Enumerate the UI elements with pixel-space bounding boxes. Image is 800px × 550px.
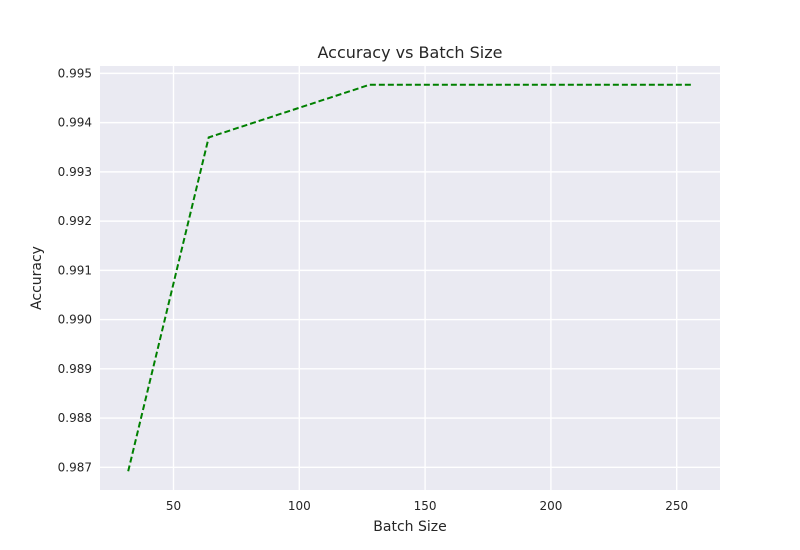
x-tick-label: 100 <box>288 499 311 513</box>
x-tick-labels: 50 100 150 200 250 <box>166 499 688 513</box>
y-tick-label: 0.987 <box>58 460 92 474</box>
y-tick-label: 0.989 <box>58 362 92 376</box>
y-tick-label: 0.993 <box>58 165 92 179</box>
y-axis-label: Accuracy <box>29 246 45 310</box>
x-tick-label: 50 <box>166 499 181 513</box>
y-tick-label: 0.992 <box>58 214 92 228</box>
y-tick-label: 0.991 <box>58 263 92 277</box>
series-layer <box>127 83 692 472</box>
y-tick-label: 0.990 <box>58 313 92 327</box>
x-tick-label: 150 <box>414 499 437 513</box>
x-tick-label: 250 <box>665 499 688 513</box>
plot-background <box>100 66 720 490</box>
chart-title: Accuracy vs Batch Size <box>318 43 503 62</box>
x-tick-label: 200 <box>539 499 562 513</box>
x-axis-label: Batch Size <box>373 519 446 535</box>
accuracy-series-line <box>127 83 692 472</box>
y-tick-labels: 0.987 0.988 0.989 0.990 0.991 0.992 0.993 0.994… <box>58 66 92 474</box>
y-tick-label: 0.988 <box>58 411 92 425</box>
grid-lines <box>100 66 720 490</box>
y-tick-label: 0.994 <box>58 116 92 130</box>
y-tick-label: 0.995 <box>58 66 92 80</box>
